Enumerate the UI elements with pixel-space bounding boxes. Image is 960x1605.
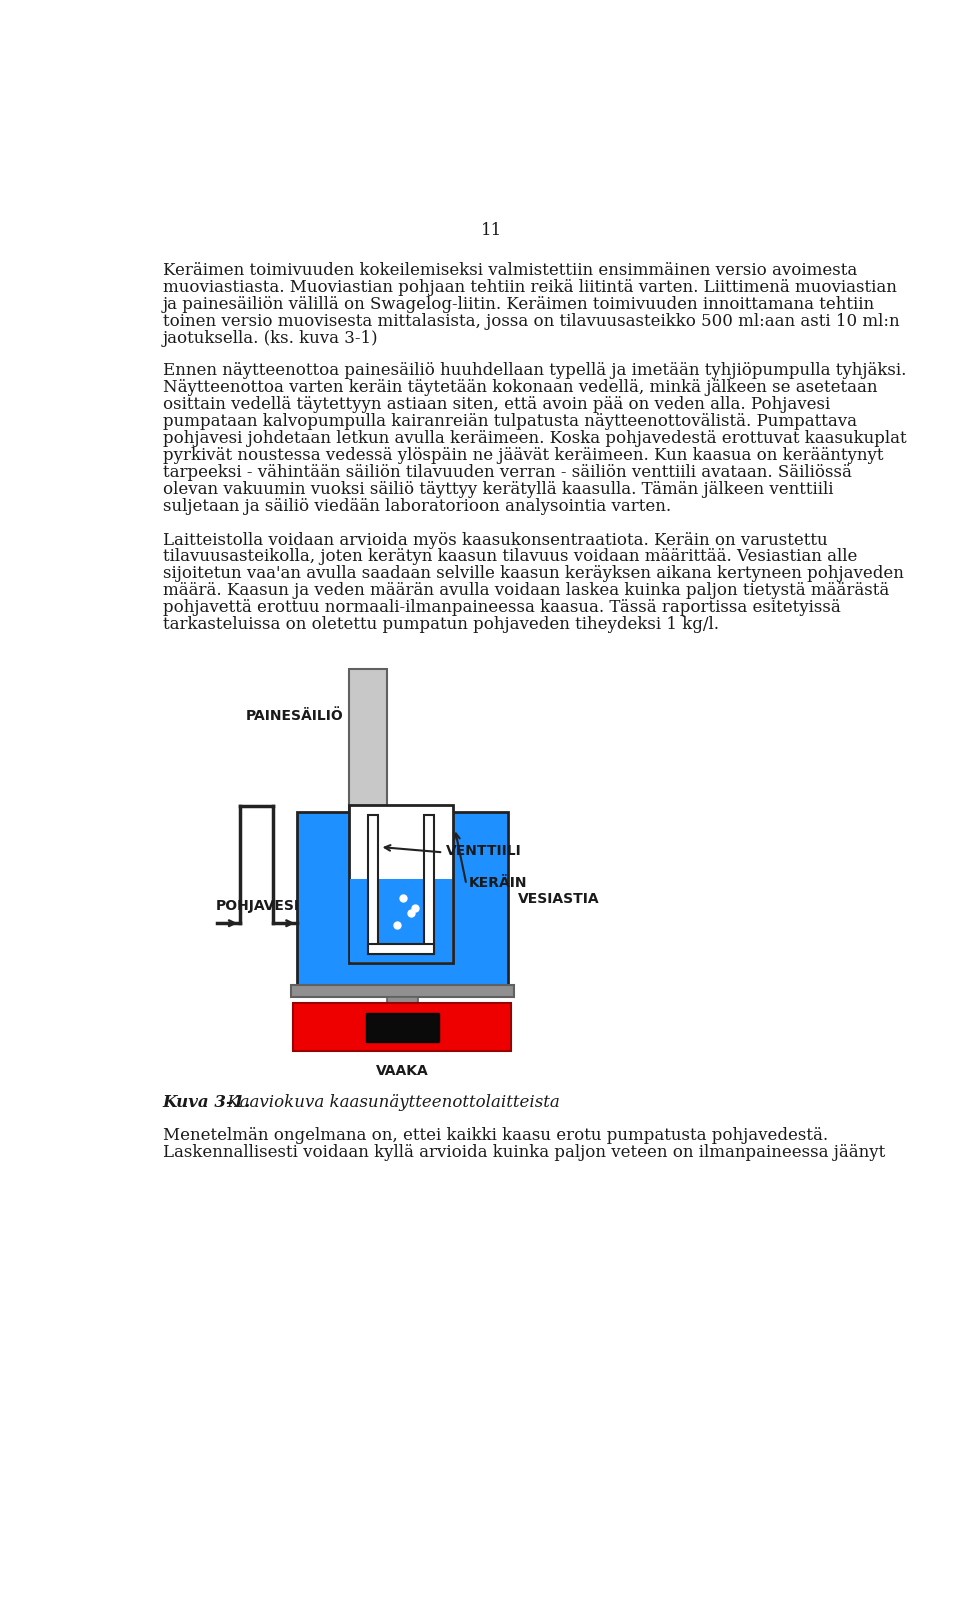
Text: toinen versio muovisesta mittalasista, jossa on tilavuusasteikko 500 ml:aan asti: toinen versio muovisesta mittalasista, j…: [162, 313, 900, 329]
Bar: [423, 815, 434, 955]
Text: suljetaan ja säiliö viedään laboratorioon analysointia varten.: suljetaan ja säiliö viedään laboratorioo…: [162, 498, 671, 514]
Text: 11: 11: [481, 221, 503, 239]
Text: POHJAVESI: POHJAVESI: [215, 899, 300, 913]
Text: KERÄIN: KERÄIN: [468, 876, 527, 889]
Text: VAAKA: VAAKA: [375, 1063, 428, 1077]
Bar: [368, 944, 434, 955]
Text: muoviastiasta. Muoviastian pohjaan tehtiin reikä liitintä varten. Liittimenä muo: muoviastiasta. Muoviastian pohjaan tehti…: [162, 279, 897, 295]
Bar: [291, 985, 514, 998]
Text: osittain vedellä täytettyyn astiaan siten, että avoin pää on veden alla. Pohjave: osittain vedellä täytettyyn astiaan site…: [162, 396, 829, 412]
Text: pohjavettä erottuu normaali-ilmanpaineessa kaasua. Tässä raportissa esitetyissä: pohjavettä erottuu normaali-ilmanpainees…: [162, 599, 840, 616]
Bar: [293, 1003, 512, 1051]
Text: määrä. Kaasun ja veden määrän avulla voidaan laskea kuinka paljon tietystä määrä: määrä. Kaasun ja veden määrän avulla voi…: [162, 583, 889, 599]
Bar: [349, 669, 387, 839]
Text: PAINESÄILIÖ: PAINESÄILIÖ: [246, 709, 344, 722]
Text: Menetelmän ongelmana on, ettei kaikki kaasu erotu pumpatusta pohjavedestä.: Menetelmän ongelmana on, ettei kaikki ka…: [162, 1127, 828, 1143]
Text: VENTTIILI: VENTTIILI: [445, 844, 521, 857]
Bar: [348, 806, 453, 963]
Text: Laskennallisesti voidaan kyllä arvioida kuinka paljon veteen on ilmanpaineessa j: Laskennallisesti voidaan kyllä arvioida …: [162, 1143, 885, 1160]
Text: Ennen näytteenottoa painesäiliö huuhdellaan typellä ja imetään tyhjiöpumpulla ty: Ennen näytteenottoa painesäiliö huuhdell…: [162, 361, 906, 379]
Bar: [297, 812, 508, 985]
Text: Kaaviokuva kaasunäytteenottolaitteista: Kaaviokuva kaasunäytteenottolaitteista: [222, 1093, 560, 1111]
Text: Laitteistolla voidaan arvioida myös kaasukonsentraatiota. Keräin on varustettu: Laitteistolla voidaan arvioida myös kaas…: [162, 531, 828, 549]
Text: VESIASTIA: VESIASTIA: [518, 891, 600, 905]
Bar: [356, 839, 379, 855]
Bar: [368, 815, 378, 955]
Text: jaotuksella. (ks. kuva 3-1): jaotuksella. (ks. kuva 3-1): [162, 329, 378, 347]
Bar: [350, 880, 452, 961]
Text: pumpataan kalvopumpulla kairanreiän tulpatusta näytteenottovälistä. Pumpattava: pumpataan kalvopumpulla kairanreiän tulp…: [162, 412, 856, 430]
Text: pyrkivät noustessa vedessä ylöspäin ne jäävät keräimeen. Kun kaasua on kerääntyn: pyrkivät noustessa vedessä ylöspäin ne j…: [162, 446, 883, 464]
Text: sijoitetun vaa'an avulla saadaan selville kaasun keräyksen aikana kertyneen pohj: sijoitetun vaa'an avulla saadaan selvill…: [162, 565, 903, 583]
Text: tilavuusasteikolla, joten kerätyn kaasun tilavuus voidaan määrittää. Vesiastian : tilavuusasteikolla, joten kerätyn kaasun…: [162, 549, 857, 565]
Bar: [364, 855, 372, 867]
Text: olevan vakuumin vuoksi säiliö täyttyy kerätyllä kaasulla. Tämän jälkeen venttiil: olevan vakuumin vuoksi säiliö täyttyy ke…: [162, 480, 833, 498]
Text: Keräimen toimivuuden kokeilemiseksi valmistettiin ensimmäinen versio avoimesta: Keräimen toimivuuden kokeilemiseksi valm…: [162, 262, 857, 279]
Text: tarkasteluissa on oletettu pumpatun pohjaveden tiheydeksi 1 kg/l.: tarkasteluissa on oletettu pumpatun pohj…: [162, 616, 719, 632]
Text: tarpeeksi - vähintään säiliön tilavuuden verran - säiliön venttiili avataan. Säi: tarpeeksi - vähintään säiliön tilavuuden…: [162, 464, 852, 480]
Bar: [387, 998, 418, 1003]
Text: Kuva 3-1.: Kuva 3-1.: [162, 1093, 251, 1111]
Bar: [366, 1013, 440, 1042]
Text: pohjavesi johdetaan letkun avulla keräimeen. Koska pohjavedestä erottuvat kaasuk: pohjavesi johdetaan letkun avulla keräim…: [162, 430, 906, 446]
Text: Näytteenottoa varten keräin täytetään kokonaan vedellä, minkä jälkeen se aseteta: Näytteenottoa varten keräin täytetään ko…: [162, 379, 877, 396]
Text: ja painesäiliön välillä on Swagelog-liitin. Keräimen toimivuuden innoittamana te: ja painesäiliön välillä on Swagelog-liit…: [162, 295, 875, 313]
